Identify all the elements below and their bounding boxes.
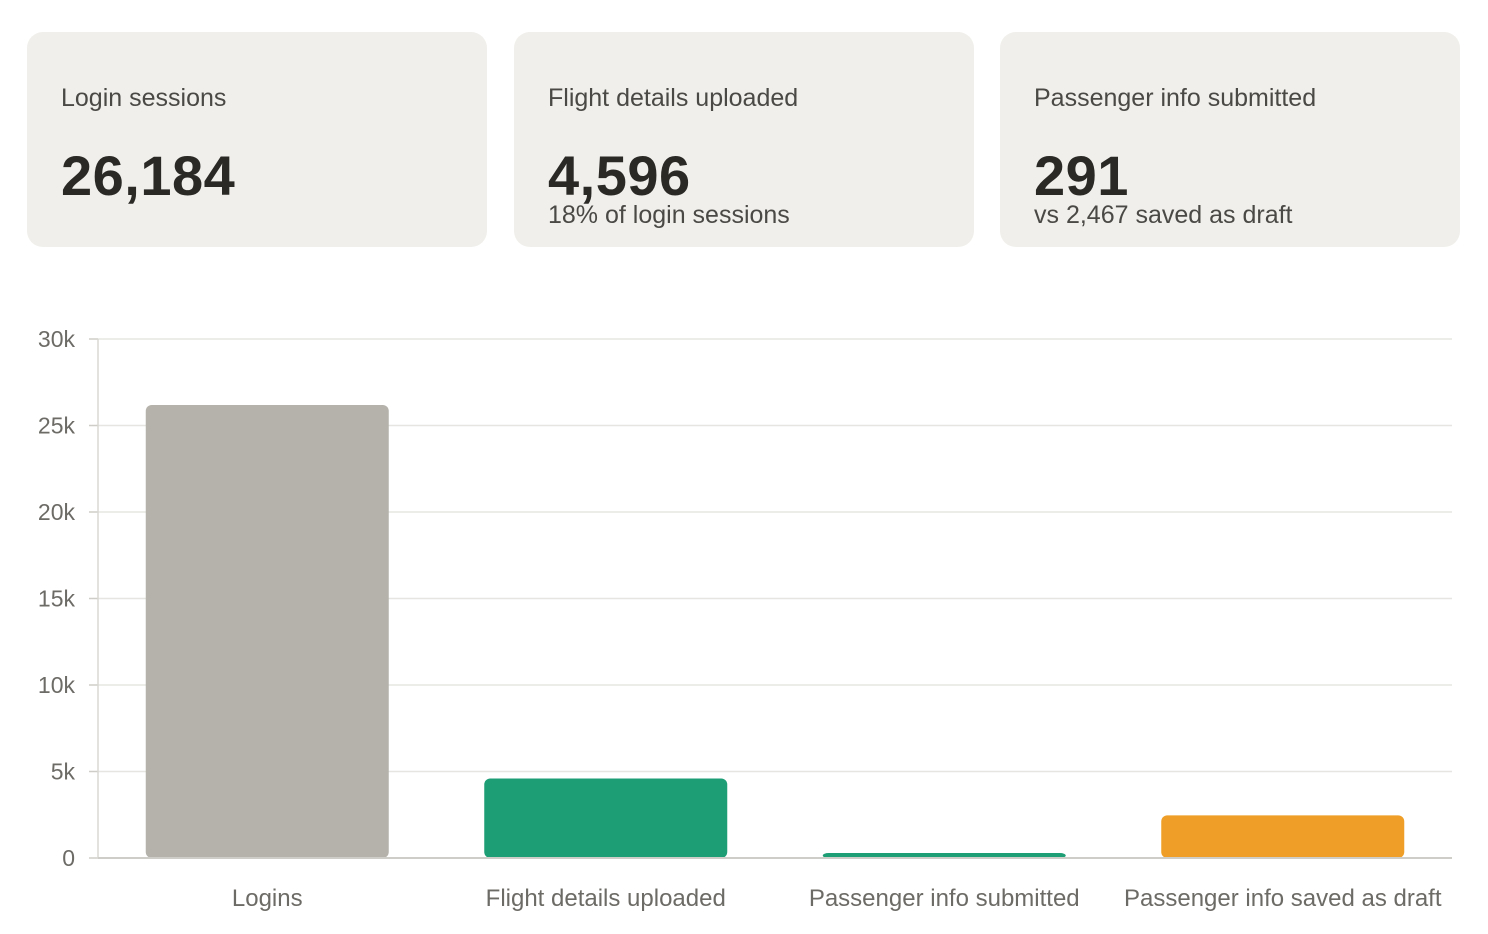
metric-subtext: 18% of login sessions — [548, 201, 790, 229]
metric-label: Login sessions — [61, 84, 227, 112]
metric-label: Passenger info submitted — [1034, 84, 1317, 112]
metric-card-passenger-info: Passenger info submitted 291 vs 2,467 sa… — [1000, 32, 1460, 247]
bar-flight-details-uploaded — [484, 778, 728, 858]
x-tick-label: Passenger info submitted — [809, 885, 1080, 912]
y-tick-label: 5k — [51, 759, 76, 785]
bar-passenger-info-submitted — [822, 852, 1066, 858]
x-tick-label: Passenger info saved as draft — [1124, 885, 1442, 912]
metric-label: Flight details uploaded — [548, 84, 799, 112]
y-tick-label: 30k — [38, 326, 76, 352]
y-tick-label: 0 — [62, 845, 75, 871]
bar-passenger-info-saved-as-draft — [1161, 815, 1405, 858]
metric-card-login-sessions: Login sessions 26,184 — [27, 32, 487, 247]
bar-logins — [145, 405, 389, 858]
y-tick-label: 25k — [38, 413, 76, 439]
metric-value: 4,596 — [548, 144, 691, 207]
x-tick-label: Logins — [232, 885, 303, 912]
x-tick-label: Flight details uploaded — [486, 885, 726, 912]
y-tick-label: 20k — [38, 499, 76, 525]
metric-value: 291 — [1034, 144, 1129, 207]
metric-value: 26,184 — [61, 144, 236, 207]
metric-card-flight-details: Flight details uploaded 4,596 18% of log… — [514, 32, 974, 247]
metric-subtext: vs 2,467 saved as draft — [1034, 201, 1293, 229]
y-tick-label: 10k — [38, 672, 76, 698]
y-tick-label: 15k — [38, 586, 76, 612]
